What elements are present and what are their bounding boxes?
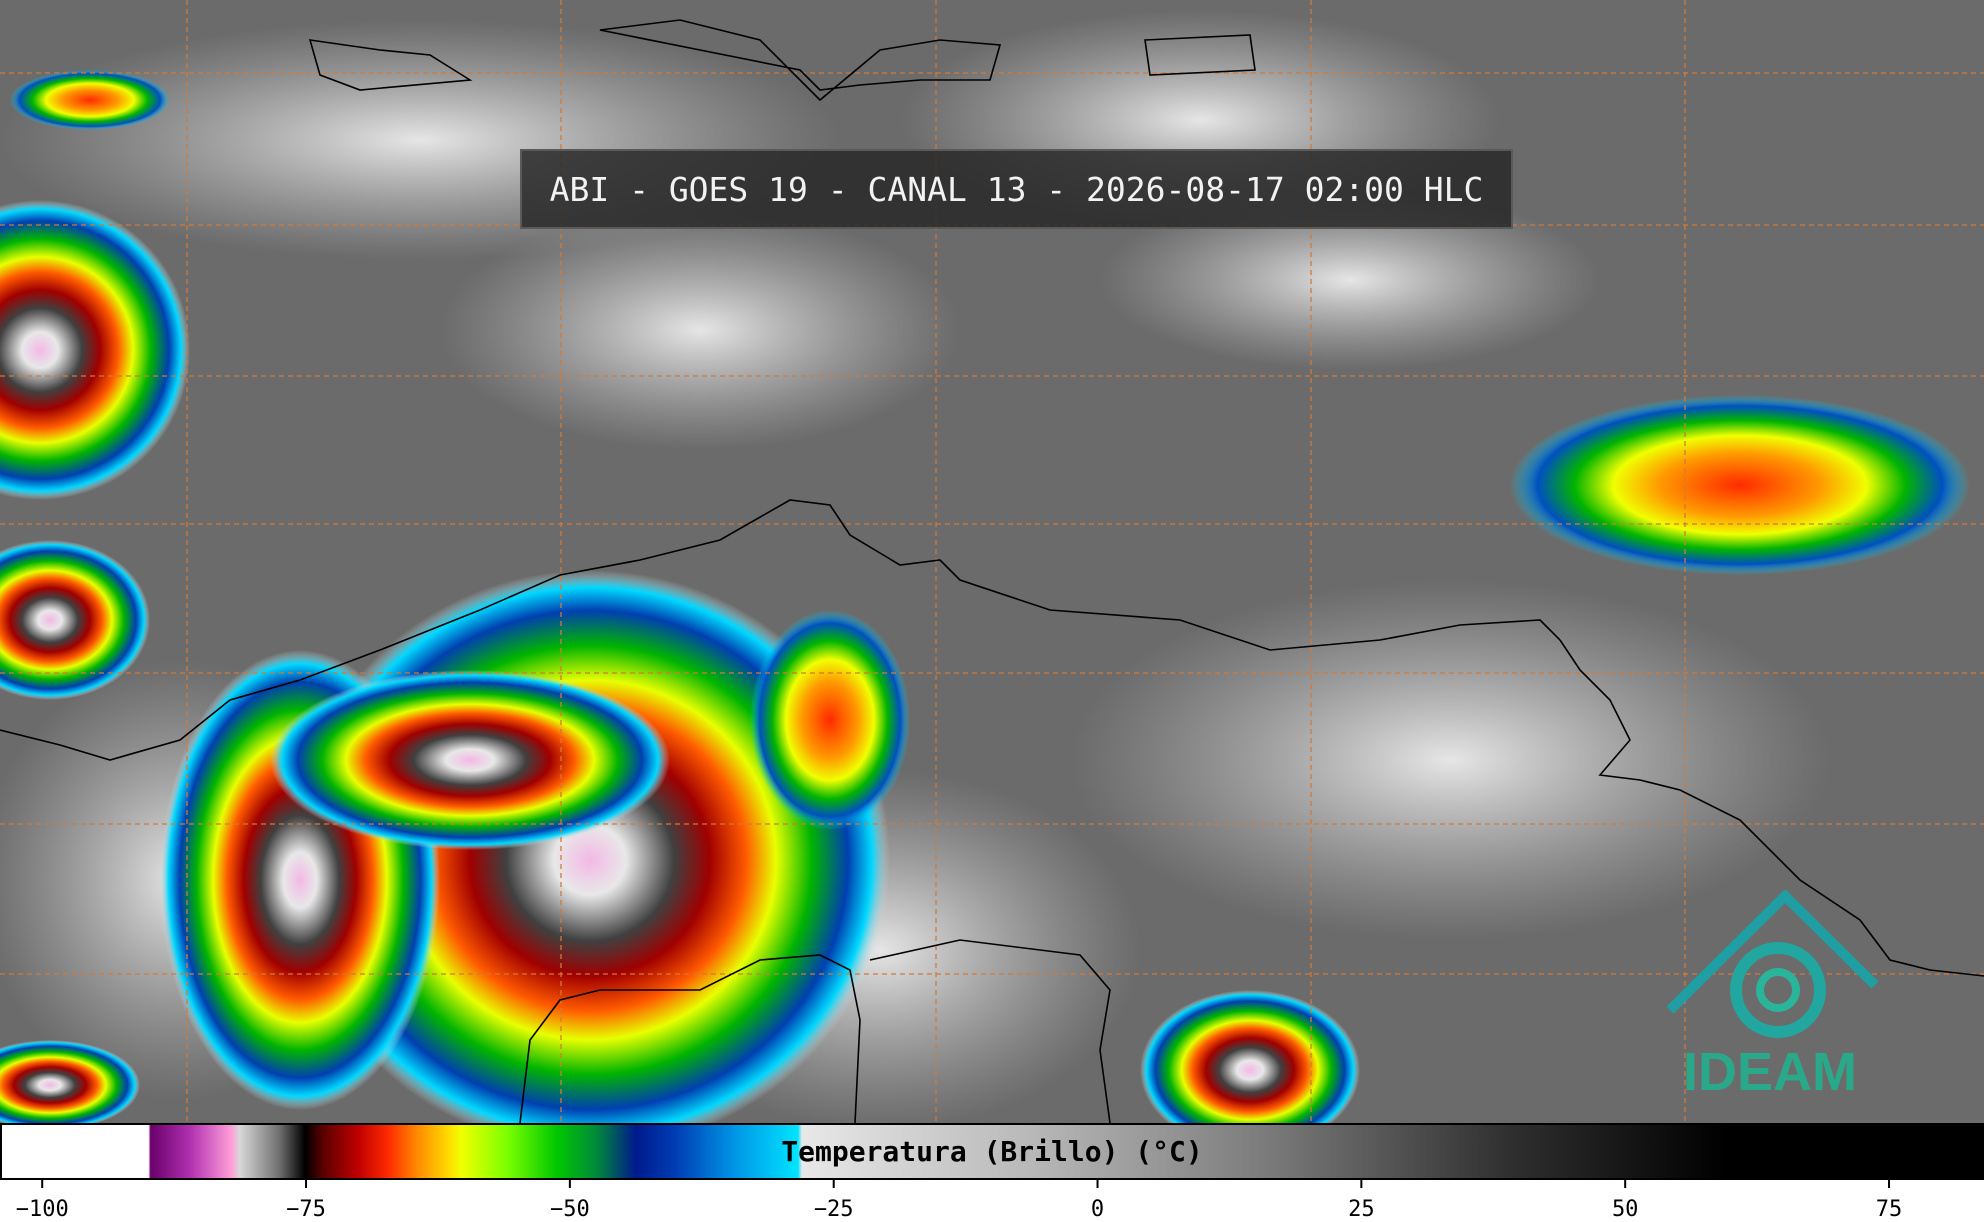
tick-label: −75 <box>286 1197 326 1222</box>
tick-label: 50 <box>1612 1197 1639 1222</box>
tick-label: 75 <box>1876 1197 1903 1222</box>
tick-label: −25 <box>814 1197 854 1222</box>
colorbar-axis: −100 −75 −50 −25 0 25 50 75 <box>16 1180 1903 1222</box>
title-box: ABI - GOES 19 - CANAL 13 - 2026-08-17 02… <box>520 149 1513 229</box>
logo: IDEAM <box>1666 890 1879 1102</box>
logo-swirl <box>1730 942 1826 1038</box>
tick-label: −100 <box>16 1197 69 1222</box>
convective-cells <box>0 70 1970 1123</box>
tick-label: 0 <box>1091 1197 1104 1222</box>
logo-text: IDEAM <box>1683 1042 1857 1102</box>
title: ABI - GOES 19 - CANAL 13 - 2026-08-17 02… <box>549 169 1484 209</box>
colorbar <box>0 1123 1984 1180</box>
logo-swirl-inner <box>1756 968 1800 1012</box>
tick-label: 25 <box>1348 1197 1375 1222</box>
coastlines <box>0 19 1984 1123</box>
logo-roof <box>1666 890 1879 1014</box>
tick-label: −50 <box>550 1197 590 1222</box>
